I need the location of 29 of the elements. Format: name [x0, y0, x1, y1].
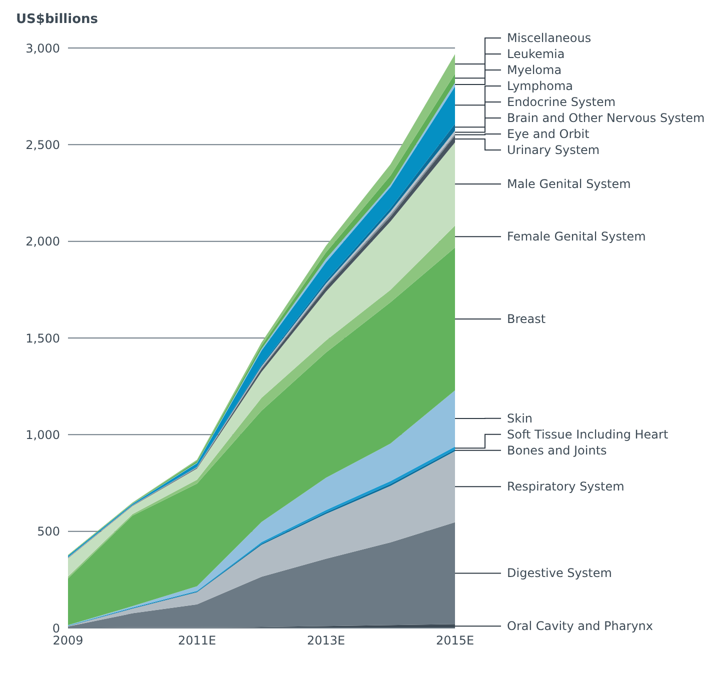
y-axis-title: US$billions	[16, 12, 98, 27]
text: Myeloma	[507, 63, 562, 77]
y-tick-label: 3,000	[26, 41, 60, 56]
text: Eye and Orbit	[507, 127, 590, 141]
text: Bones and Joints	[507, 443, 607, 458]
text: Respiratory System	[507, 480, 624, 494]
y-tick-label: 500	[37, 524, 60, 539]
x-tick-label: 2015E	[436, 634, 474, 648]
x-tick-label: 2009	[52, 634, 84, 648]
x-tick-label: 2011E	[178, 634, 216, 648]
text: Digestive System	[507, 566, 612, 580]
text: Oral Cavity and Pharynx	[507, 619, 653, 634]
x-tick-label: 2013E	[306, 634, 346, 648]
text: Leukemia	[507, 47, 565, 61]
text: Skin	[507, 411, 533, 426]
y-tick-label: 2,500	[26, 138, 60, 152]
text: Male Genital System	[507, 177, 631, 192]
text: Soft Tissue Including Heart	[507, 427, 668, 442]
y-tick-label: 2,000	[26, 234, 60, 249]
text: Lymphoma	[507, 79, 573, 93]
text: Female Genital System	[507, 230, 646, 244]
text: Miscellaneous	[507, 31, 592, 45]
text: Breast	[507, 312, 546, 326]
text: Urinary System	[507, 143, 600, 157]
text: Endocrine System	[507, 95, 616, 109]
text: Brain and Other Nervous System	[507, 111, 705, 125]
y-tick-label: 0	[52, 621, 60, 636]
y-tick-label: 1,500	[26, 331, 60, 346]
y-tick-label: 1,000	[26, 428, 60, 442]
